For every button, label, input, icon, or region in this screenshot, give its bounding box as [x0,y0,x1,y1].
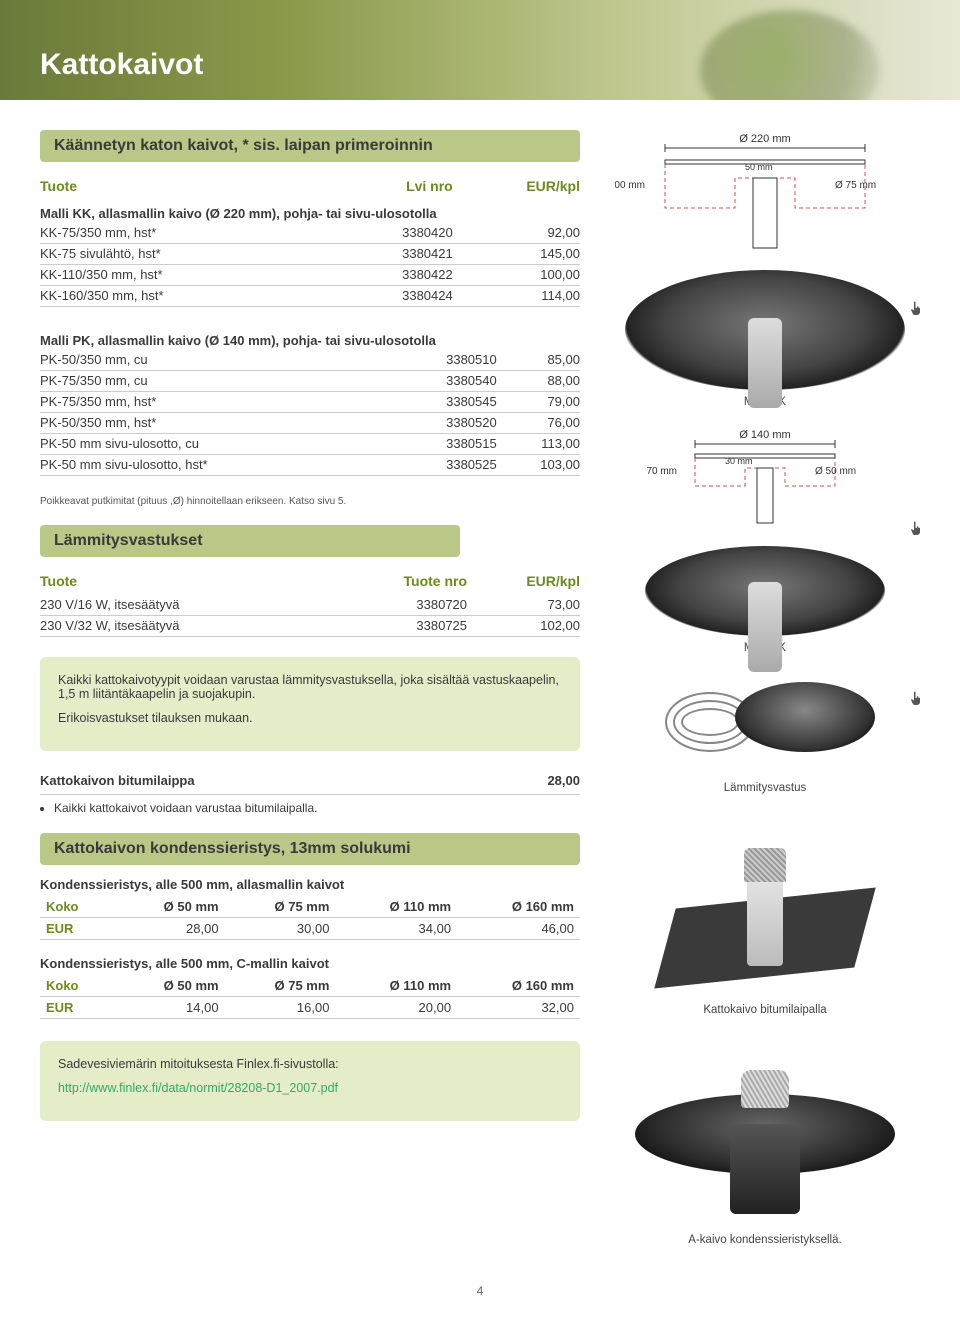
page-number: 4 [40,1284,920,1298]
col-eur: EUR/kpl [453,174,580,200]
info-box-heaters: Kaikki kattokaivotyypit voidaan varustaa… [40,657,580,751]
table-kk-pk: Tuote Lvi nro EUR/kpl Malli KK, allasmal… [40,174,580,307]
group2-title: Malli PK, allasmallin kaivo (Ø 140 mm), … [40,327,580,350]
svg-text:Ø 50 mm: Ø 50 mm [815,466,856,477]
info-box-finlex: Sadevesiviemärin mitoituksesta Finlex.fi… [40,1041,580,1121]
table-kondens-1: Koko Ø 50 mm Ø 75 mm Ø 110 mm Ø 160 mm E… [40,896,580,940]
table-row: PK-50 mm sivu-ulosotto, cu [40,434,391,455]
section3-title: Kattokaivon kondenssieristys, 13mm soluk… [40,833,580,865]
svg-text:30 mm: 30 mm [725,456,753,466]
kondens-t2-title: Kondenssieristys, alle 500 mm, C-mallin … [40,956,580,971]
pointer-hand-icon [908,520,926,538]
col-lvi: Lvi nro [333,174,453,200]
bitumi-bullet: Kaikki kattokaivot voidaan varustaa bitu… [54,801,580,815]
page-title: Kattokaivot [40,48,203,82]
table-row: KK-160/350 mm, hst* [40,286,333,307]
section1-title: Käännetyn katon kaivot, * sis. laipan pr… [40,130,580,162]
table-row: PK-50 mm sivu-ulosotto, hst* [40,455,391,476]
svg-text:Ø 220 mm: Ø 220 mm [739,133,790,145]
table-row: PK-50/350 mm, hst* [40,413,391,434]
group1-title: Malli KK, allasmallin kaivo (Ø 220 mm), … [40,200,580,223]
table-row: 230 V/16 W, itsesäätyvä [40,595,333,616]
col-eur: EUR/kpl [467,569,580,595]
kondens-t1-title: Kondenssieristys, alle 500 mm, allasmall… [40,877,580,892]
caption-bitumi: Kattokaivo bitumilaipalla [610,1004,920,1016]
table-row: 230 V/32 W, itsesäätyvä [40,616,333,637]
table-row: KK-75/350 mm, hst* [40,223,333,244]
table-kondens-2: Koko Ø 50 mm Ø 75 mm Ø 110 mm Ø 160 mm E… [40,975,580,1019]
table-row: KK-75 sivulähtö, hst* [40,244,333,265]
svg-text:100 mm: 100 mm [615,180,645,191]
table-row: PK-50/350 mm, cu [40,350,391,371]
pointer-hand-icon [908,690,926,708]
bitumi-row: Kattokaivon bitumilaippa 28,00 [40,769,580,795]
product-image-heater [655,672,875,772]
product-image-kk [625,270,905,390]
footnote: Poikkeavat putkimitat (pituus ,Ø) hinnoi… [40,496,580,507]
table-heaters: Tuote Tuote nro EUR/kpl 230 V/16 W, itse… [40,569,580,637]
table-row: PK-75/350 mm, hst* [40,392,391,413]
col-tuote: Tuote [40,569,333,595]
diagram-pk: Ø 140 mm 70 mm 30 mm Ø 50 mm [635,426,895,536]
header-banner: Kattokaivot [0,0,960,100]
caption-kond: A-kaivo kondenssieristyksellä. [610,1234,920,1246]
col-nro: Tuote nro [333,569,467,595]
product-image-kondens [625,1064,905,1224]
svg-text:Ø 75 mm: Ø 75 mm [835,180,876,191]
finlex-link[interactable]: http://www.finlex.fi/data/normit/28208-D… [58,1081,338,1095]
svg-text:50 mm: 50 mm [745,162,773,172]
caption-lv: Lämmitysvastus [610,782,920,794]
pointer-hand-icon [908,300,926,318]
product-image-pk [645,546,885,636]
svg-text:70 mm: 70 mm [646,466,677,477]
table-row: PK-75/350 mm, cu [40,371,391,392]
diagram-kk: Ø 220 mm 100 mm 50 mm Ø 75 mm [615,130,915,260]
product-image-bitumi [635,848,895,998]
section2-title: Lämmitysvastukset [40,525,460,557]
col-tuote: Tuote [40,174,333,200]
svg-text:Ø 140 mm: Ø 140 mm [739,429,790,441]
table-row: KK-110/350 mm, hst* [40,265,333,286]
table-pk: Malli PK, allasmallin kaivo (Ø 140 mm), … [40,327,580,476]
